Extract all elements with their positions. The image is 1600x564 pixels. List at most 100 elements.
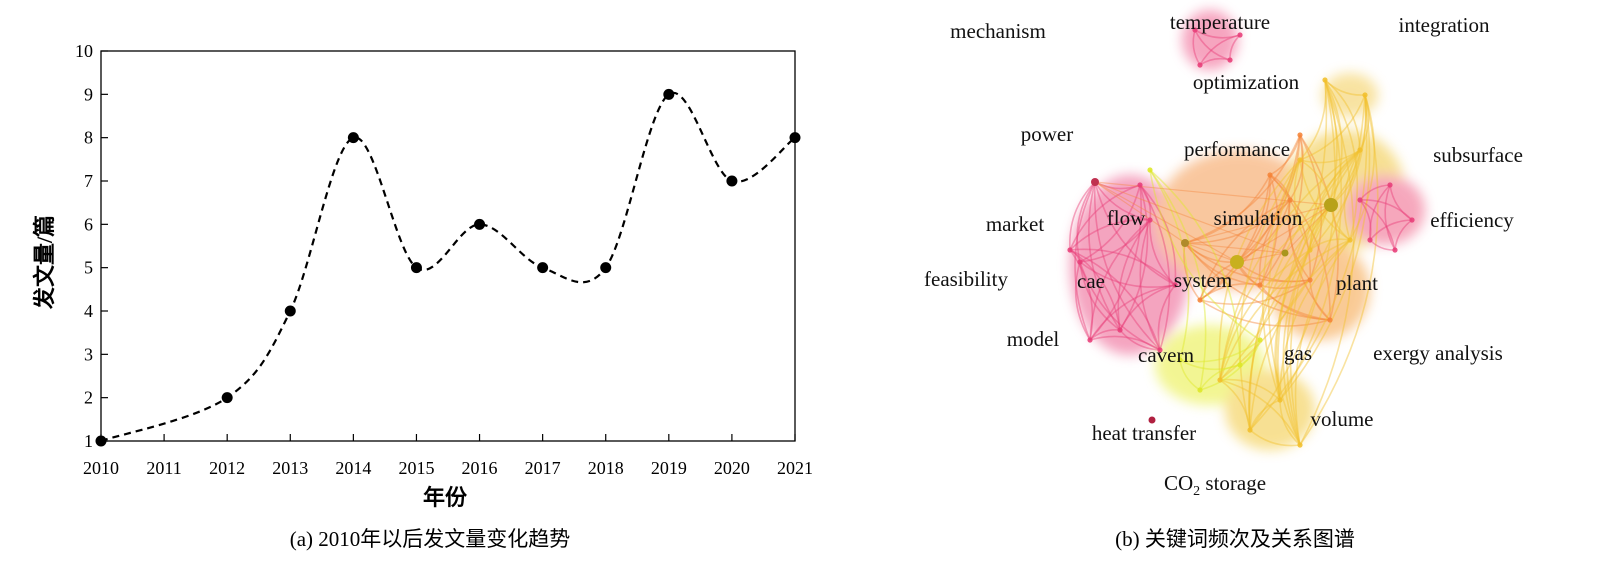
network-edge (1299, 134, 1339, 321)
data-point (284, 305, 296, 317)
network-edge (1089, 219, 1151, 341)
x-tick-label: 2019 (651, 458, 687, 478)
network-node (1322, 77, 1328, 83)
network-edge (1179, 359, 1241, 371)
plot-frame (100, 50, 796, 442)
network-edge (1269, 134, 1301, 176)
network-edge (1309, 238, 1351, 251)
network-edge (1349, 94, 1376, 241)
network-edge (1274, 249, 1311, 401)
network-edge (1184, 242, 1331, 321)
network-edge (1219, 379, 1251, 431)
network-node (1237, 362, 1243, 368)
network-edge (1199, 174, 1271, 301)
network-edge (1184, 242, 1286, 254)
network-node (1177, 357, 1183, 363)
network-edge (1069, 249, 1094, 341)
network-edge (1149, 219, 1176, 286)
keyword-label: market (986, 212, 1044, 236)
network-edge (1079, 184, 1141, 263)
network-edge (1284, 204, 1332, 254)
y-tick-label: 3 (84, 344, 93, 364)
network-node (1087, 337, 1093, 343)
data-point (347, 132, 359, 144)
network-edge (1094, 181, 1151, 221)
network-edge (1219, 239, 1351, 381)
network-edge (1093, 181, 1161, 351)
network-edge (1069, 219, 1151, 251)
network-edge (1088, 181, 1121, 331)
network-edge (1279, 94, 1371, 401)
network-edge (1289, 149, 1361, 446)
network-edge (1236, 261, 1311, 283)
network-node (1117, 327, 1123, 333)
x-axis-title: 年份 (423, 485, 468, 510)
network-edge (1194, 29, 1231, 61)
y-tick-label: 1 (84, 431, 93, 451)
network-edge (1199, 34, 1241, 66)
network-edge (1219, 204, 1332, 381)
network-node (1147, 217, 1153, 223)
keyword-label: model (1007, 327, 1060, 351)
network-edge (1279, 399, 1301, 446)
cluster-haze (1345, 175, 1425, 245)
network-edge (1384, 184, 1396, 251)
x-tick-label: 2015 (398, 458, 434, 478)
x-tick-label: 2021 (777, 458, 813, 478)
keyword-label-co2-storage: CO2 storage (1164, 471, 1266, 499)
network-edge (1139, 184, 1171, 351)
network-edge (1287, 199, 1311, 281)
network-edge (1275, 204, 1332, 401)
network-edge (1069, 248, 1176, 286)
network-edge (1267, 159, 1301, 446)
network-edge (1219, 94, 1366, 381)
network-node (1297, 132, 1303, 138)
network-hub-node (1230, 255, 1244, 269)
network-edge (1359, 184, 1391, 201)
network-node (1192, 27, 1198, 33)
network-node (1247, 427, 1253, 433)
network-edge (1293, 159, 1311, 251)
keyword-label: volume (1311, 407, 1374, 431)
network-nodes (1067, 27, 1415, 448)
network-node (1347, 237, 1353, 243)
network-edge (1239, 159, 1301, 431)
network-edge (1184, 242, 1311, 283)
network-edge (1149, 169, 1261, 341)
network-edge (1258, 199, 1291, 286)
network-node (1172, 282, 1178, 288)
data-point (600, 262, 612, 274)
network-edge (1359, 199, 1413, 221)
network-edge (1248, 204, 1332, 431)
network-hub-node (1181, 239, 1189, 247)
keyword-label: power (1021, 122, 1073, 146)
network-edge (1259, 284, 1331, 321)
network-edge (1299, 79, 1327, 161)
network-edge (1279, 79, 1343, 401)
network-edge (1269, 174, 1291, 201)
network-edge (1089, 184, 1143, 341)
network-edge (1079, 261, 1161, 351)
network-edge (1299, 134, 1323, 281)
network-edge (1309, 279, 1331, 321)
network-edge (1219, 379, 1301, 446)
network-edge (1199, 134, 1301, 301)
network-edge (1289, 134, 1304, 201)
keyword-label: heat transfer (1092, 421, 1196, 445)
network-node (1307, 247, 1313, 253)
network-edge (1294, 239, 1351, 446)
network-edge (1149, 169, 1241, 366)
network-edge (1074, 181, 1096, 341)
network-edge (1236, 261, 1331, 321)
series-line (100, 91, 796, 443)
network-edge (1183, 242, 1201, 301)
network-edge (1199, 279, 1311, 305)
network-node (1267, 172, 1273, 178)
keyword-label: optimization (1193, 70, 1300, 94)
network-edge (1139, 184, 1152, 221)
network-edge (1369, 219, 1413, 241)
cluster-haze (1322, 73, 1378, 117)
network-edge (1069, 249, 1121, 331)
network-edge (1277, 149, 1361, 401)
